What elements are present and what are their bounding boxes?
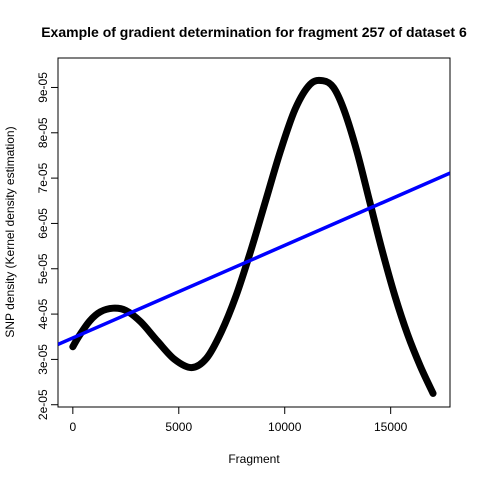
x-axis: 0 5000 10000 15000 (69, 406, 408, 434)
y-tick-label: 2e-05 (36, 389, 50, 420)
plot-area (58, 76, 450, 397)
x-tick-label: 5000 (165, 420, 192, 434)
y-tick-label: 5e-05 (36, 253, 50, 284)
x-tick-label: 15000 (374, 420, 408, 434)
x-tick-label: 0 (69, 420, 76, 434)
x-tick-label: 10000 (268, 420, 302, 434)
density-curve (69, 76, 437, 397)
y-tick-label: 6e-05 (36, 208, 50, 239)
regression-line (58, 171, 450, 347)
x-axis-label: Fragment (228, 452, 280, 466)
y-tick-label: 7e-05 (36, 162, 50, 193)
y-axis: 2e-05 3e-05 4e-05 5e-05 6e-05 7e-05 8e-05 9e-05 (36, 72, 59, 420)
y-tick-label: 8e-05 (36, 117, 50, 148)
chart-title: Example of gradient determination for fr… (41, 24, 467, 40)
plot-series (58, 76, 450, 397)
y-tick-label: 9e-05 (36, 72, 50, 103)
y-tick-label: 4e-05 (36, 298, 50, 329)
y-tick-label: 3e-05 (36, 344, 50, 375)
y-axis-label: SNP density (Kernel density estimation) (3, 126, 17, 337)
